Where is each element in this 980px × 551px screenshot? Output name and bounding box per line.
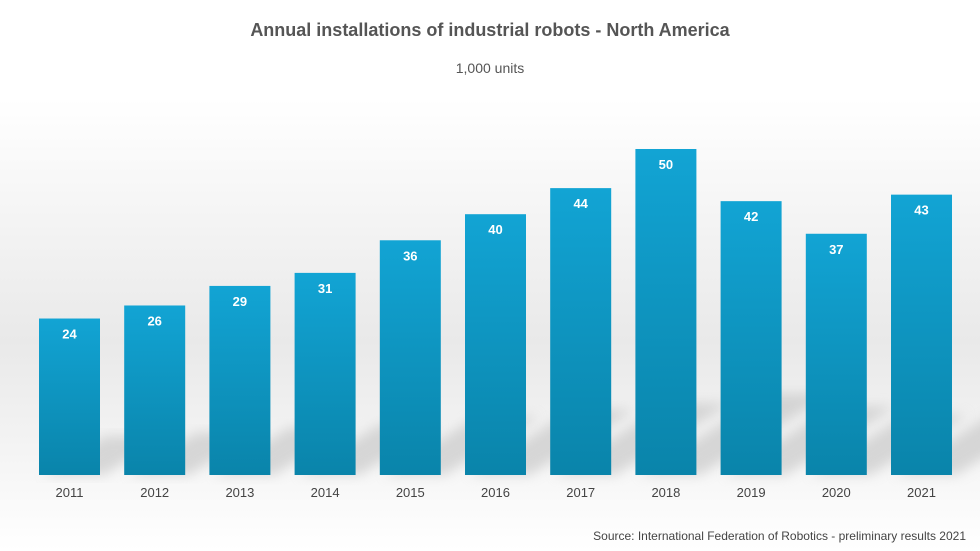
x-tick-label: 2011 bbox=[56, 485, 84, 500]
x-tick-label: 2012 bbox=[140, 485, 169, 500]
x-tick-label: 2017 bbox=[566, 485, 595, 500]
x-tick-label: 2016 bbox=[481, 485, 510, 500]
x-tick-label: 2013 bbox=[225, 485, 254, 500]
chart-title: Annual installations of industrial robot… bbox=[250, 20, 730, 40]
x-tick-label: 2021 bbox=[907, 485, 936, 500]
x-tick-label: 2019 bbox=[737, 485, 766, 500]
data-label: 44 bbox=[573, 196, 588, 211]
chart-subtitle: 1,000 units bbox=[455, 60, 525, 76]
data-label: 43 bbox=[914, 203, 928, 218]
bar-2012 bbox=[124, 305, 186, 475]
x-tick-label: 2018 bbox=[651, 485, 680, 500]
data-label: 36 bbox=[403, 248, 417, 263]
bar-2013 bbox=[209, 285, 271, 475]
bars bbox=[39, 149, 952, 475]
bar-2018 bbox=[635, 149, 697, 475]
bar-2021 bbox=[891, 194, 952, 475]
data-label: 37 bbox=[829, 242, 843, 257]
x-axis-ticks: 2011 2012 2013 2014 2015 2016 2017 2018 2019 2020… bbox=[56, 485, 936, 500]
x-tick-label: 2014 bbox=[311, 485, 340, 500]
data-label: 29 bbox=[233, 294, 247, 309]
bar-2015 bbox=[379, 240, 441, 475]
bar-2020 bbox=[805, 233, 867, 475]
bar-2019 bbox=[720, 201, 782, 475]
data-label: 42 bbox=[744, 209, 758, 224]
x-tick-label: 2015 bbox=[396, 485, 425, 500]
bar-2014 bbox=[294, 272, 356, 475]
data-label: 50 bbox=[659, 157, 673, 172]
bar-2016 bbox=[465, 214, 526, 475]
data-labels: 24 26 29 31 36 40 44 50 42 37 43 bbox=[62, 157, 928, 342]
data-label: 40 bbox=[488, 222, 502, 237]
source-note: Source: International Federation of Robo… bbox=[593, 529, 966, 543]
x-tick-label: 2020 bbox=[822, 485, 851, 500]
data-label: 31 bbox=[318, 281, 332, 296]
data-label: 26 bbox=[147, 313, 161, 328]
bar-2011 bbox=[39, 318, 100, 475]
bar-2017 bbox=[550, 188, 612, 475]
data-label: 24 bbox=[62, 327, 77, 342]
